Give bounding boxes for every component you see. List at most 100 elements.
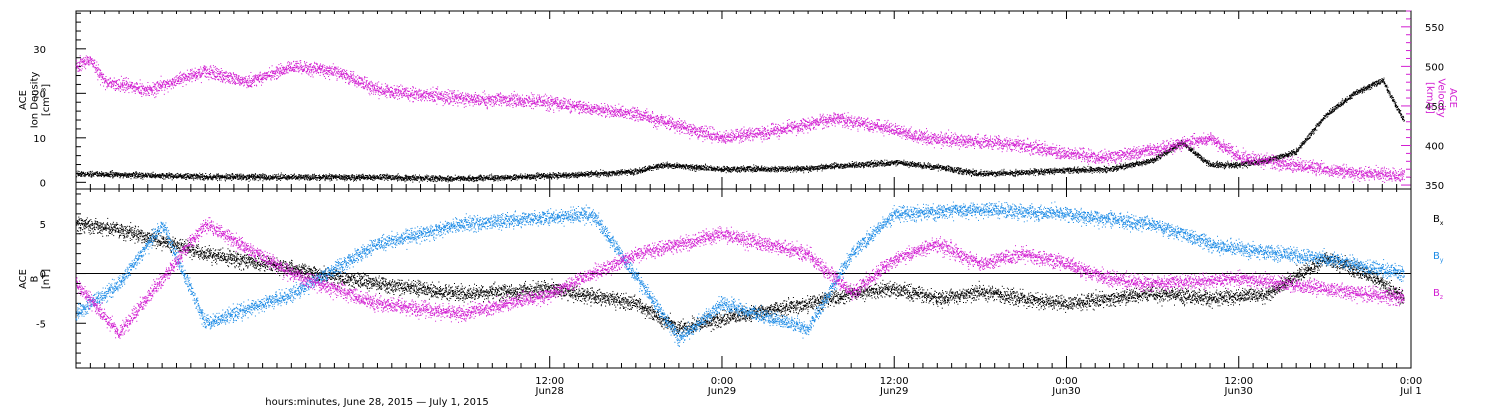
data-point	[413, 177, 415, 179]
data-point	[296, 177, 298, 179]
data-point	[549, 176, 551, 177]
data-point	[506, 177, 508, 179]
data-point	[280, 178, 281, 180]
data-point	[519, 174, 521, 176]
data-point	[471, 176, 473, 178]
data-point	[245, 175, 247, 177]
data-point	[343, 174, 345, 176]
data-point	[455, 178, 457, 180]
data-point	[100, 172, 102, 174]
data-point	[324, 179, 326, 181]
data-point	[270, 178, 272, 180]
data-point	[347, 175, 349, 177]
data-point	[478, 179, 480, 181]
data-point	[281, 177, 283, 179]
data-point	[666, 166, 668, 168]
data-point	[500, 176, 502, 177]
data-point	[508, 177, 510, 178]
data-point	[245, 179, 247, 181]
data-point	[506, 176, 508, 178]
data-point	[584, 174, 586, 176]
data-point	[646, 168, 647, 170]
data-point	[597, 174, 599, 176]
data-point	[535, 176, 537, 178]
data-point	[272, 178, 274, 180]
data-point	[443, 177, 445, 179]
data-point	[205, 173, 207, 174]
data-point	[648, 165, 650, 167]
data-point	[775, 167, 776, 168]
data-point	[490, 179, 492, 181]
data-point	[851, 161, 853, 162]
data-point	[820, 168, 822, 169]
data-point	[415, 177, 417, 179]
y-tick-label: 450	[1425, 102, 1444, 113]
data-point	[337, 175, 339, 177]
data-point	[151, 174, 153, 175]
data-point	[211, 176, 213, 178]
data-point	[245, 176, 246, 178]
data-point	[261, 176, 263, 178]
data-point	[272, 176, 274, 178]
data-point	[657, 165, 659, 167]
data-point	[252, 179, 254, 181]
data-point	[529, 177, 531, 179]
data-point	[682, 165, 684, 167]
data-point	[571, 174, 573, 175]
data-point	[152, 171, 154, 173]
data-point	[206, 177, 208, 179]
data-point	[343, 175, 345, 177]
data-point	[259, 179, 261, 181]
data-point	[369, 177, 371, 179]
data-point	[602, 169, 604, 171]
data-point	[284, 176, 286, 178]
data-point	[396, 175, 398, 177]
top-panel-frame	[75, 10, 1412, 190]
data-point	[499, 177, 501, 179]
data-point	[806, 165, 808, 167]
data-point	[201, 174, 203, 176]
data-point	[203, 177, 205, 179]
data-point	[413, 178, 415, 180]
data-point	[408, 176, 410, 178]
data-point	[361, 175, 363, 177]
data-point	[125, 174, 127, 176]
data-point	[565, 175, 567, 177]
data-point	[509, 176, 511, 178]
data-point	[670, 166, 672, 168]
data-point	[220, 174, 222, 176]
data-point	[614, 171, 616, 173]
data-point	[776, 171, 778, 173]
data-point	[266, 177, 268, 178]
data-point	[607, 174, 609, 176]
data-point	[589, 176, 591, 178]
data-point	[833, 162, 835, 164]
data-point	[514, 174, 516, 176]
y-tick-label: 350	[1425, 181, 1444, 192]
data-point	[718, 166, 720, 168]
data-point	[199, 172, 201, 174]
data-point	[785, 166, 787, 168]
data-point	[80, 176, 82, 177]
data-point	[785, 168, 786, 170]
data-point	[245, 178, 247, 180]
data-point	[137, 174, 139, 176]
data-point	[412, 176, 413, 177]
data-point	[354, 176, 356, 178]
data-point	[416, 180, 418, 181]
data-point	[606, 176, 608, 178]
data-point	[340, 177, 342, 179]
data-point	[473, 179, 474, 180]
data-point	[691, 165, 693, 167]
data-point	[764, 168, 766, 170]
data-point	[355, 176, 357, 178]
data-point	[514, 177, 516, 179]
data-point	[430, 180, 432, 182]
data-point	[258, 174, 260, 176]
data-point	[209, 176, 211, 178]
data-point	[619, 172, 621, 174]
data-point	[168, 173, 170, 175]
data-point	[545, 176, 547, 178]
data-point	[497, 180, 499, 182]
